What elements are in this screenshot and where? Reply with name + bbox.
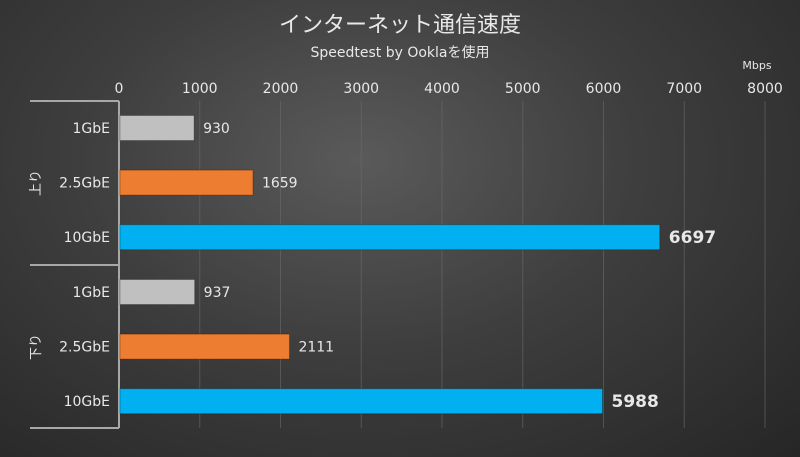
- bar: [119, 388, 604, 415]
- data-label: 1659: [262, 176, 298, 192]
- bars: 上り 1GbE 930 2.5GbE 1659 10GbE 6697 下り 1GbE 937 2.5…: [29, 115, 716, 415]
- data-label: 5988: [612, 392, 659, 412]
- chart-title: インターネット通信速度: [279, 13, 521, 38]
- data-label: 2111: [298, 340, 334, 356]
- x-tick-labels: 0 1000 2000 3000 4000 5000 6000 7000 8000: [115, 81, 783, 97]
- category-label: 2.5GbE: [59, 340, 110, 356]
- category-label: 1GbE: [73, 285, 111, 301]
- chart-subtitle: Speedtest by Ooklaを使用: [310, 44, 489, 61]
- gridlines: [199, 101, 766, 428]
- x-tick-label: 3000: [343, 81, 379, 97]
- data-label: 930: [203, 121, 230, 137]
- bar: [119, 169, 254, 196]
- bar: [119, 333, 290, 360]
- data-label: 937: [204, 285, 231, 301]
- x-tick-label: 8000: [747, 81, 783, 97]
- category-label: 10GbE: [64, 230, 110, 246]
- x-tick-label: 0: [115, 81, 124, 97]
- x-tick-label: 2000: [263, 81, 299, 97]
- bar: [119, 279, 196, 305]
- x-tick-label: 1000: [182, 81, 218, 97]
- category-label: 2.5GbE: [59, 176, 110, 192]
- x-tick-label: 7000: [666, 81, 702, 97]
- data-label: 6697: [669, 228, 716, 248]
- x-tick-label: 4000: [424, 81, 460, 97]
- category-label: 1GbE: [73, 121, 111, 137]
- bar: [119, 115, 195, 141]
- group-bracket: [30, 100, 120, 429]
- x-tick-label: 6000: [586, 81, 622, 97]
- group-label: 下り: [29, 334, 44, 360]
- unit-label: Mbps: [742, 59, 771, 72]
- category-label: 10GbE: [64, 394, 110, 410]
- x-tick-label: 5000: [505, 81, 541, 97]
- group-label: 上り: [29, 170, 44, 196]
- bar: [119, 224, 661, 251]
